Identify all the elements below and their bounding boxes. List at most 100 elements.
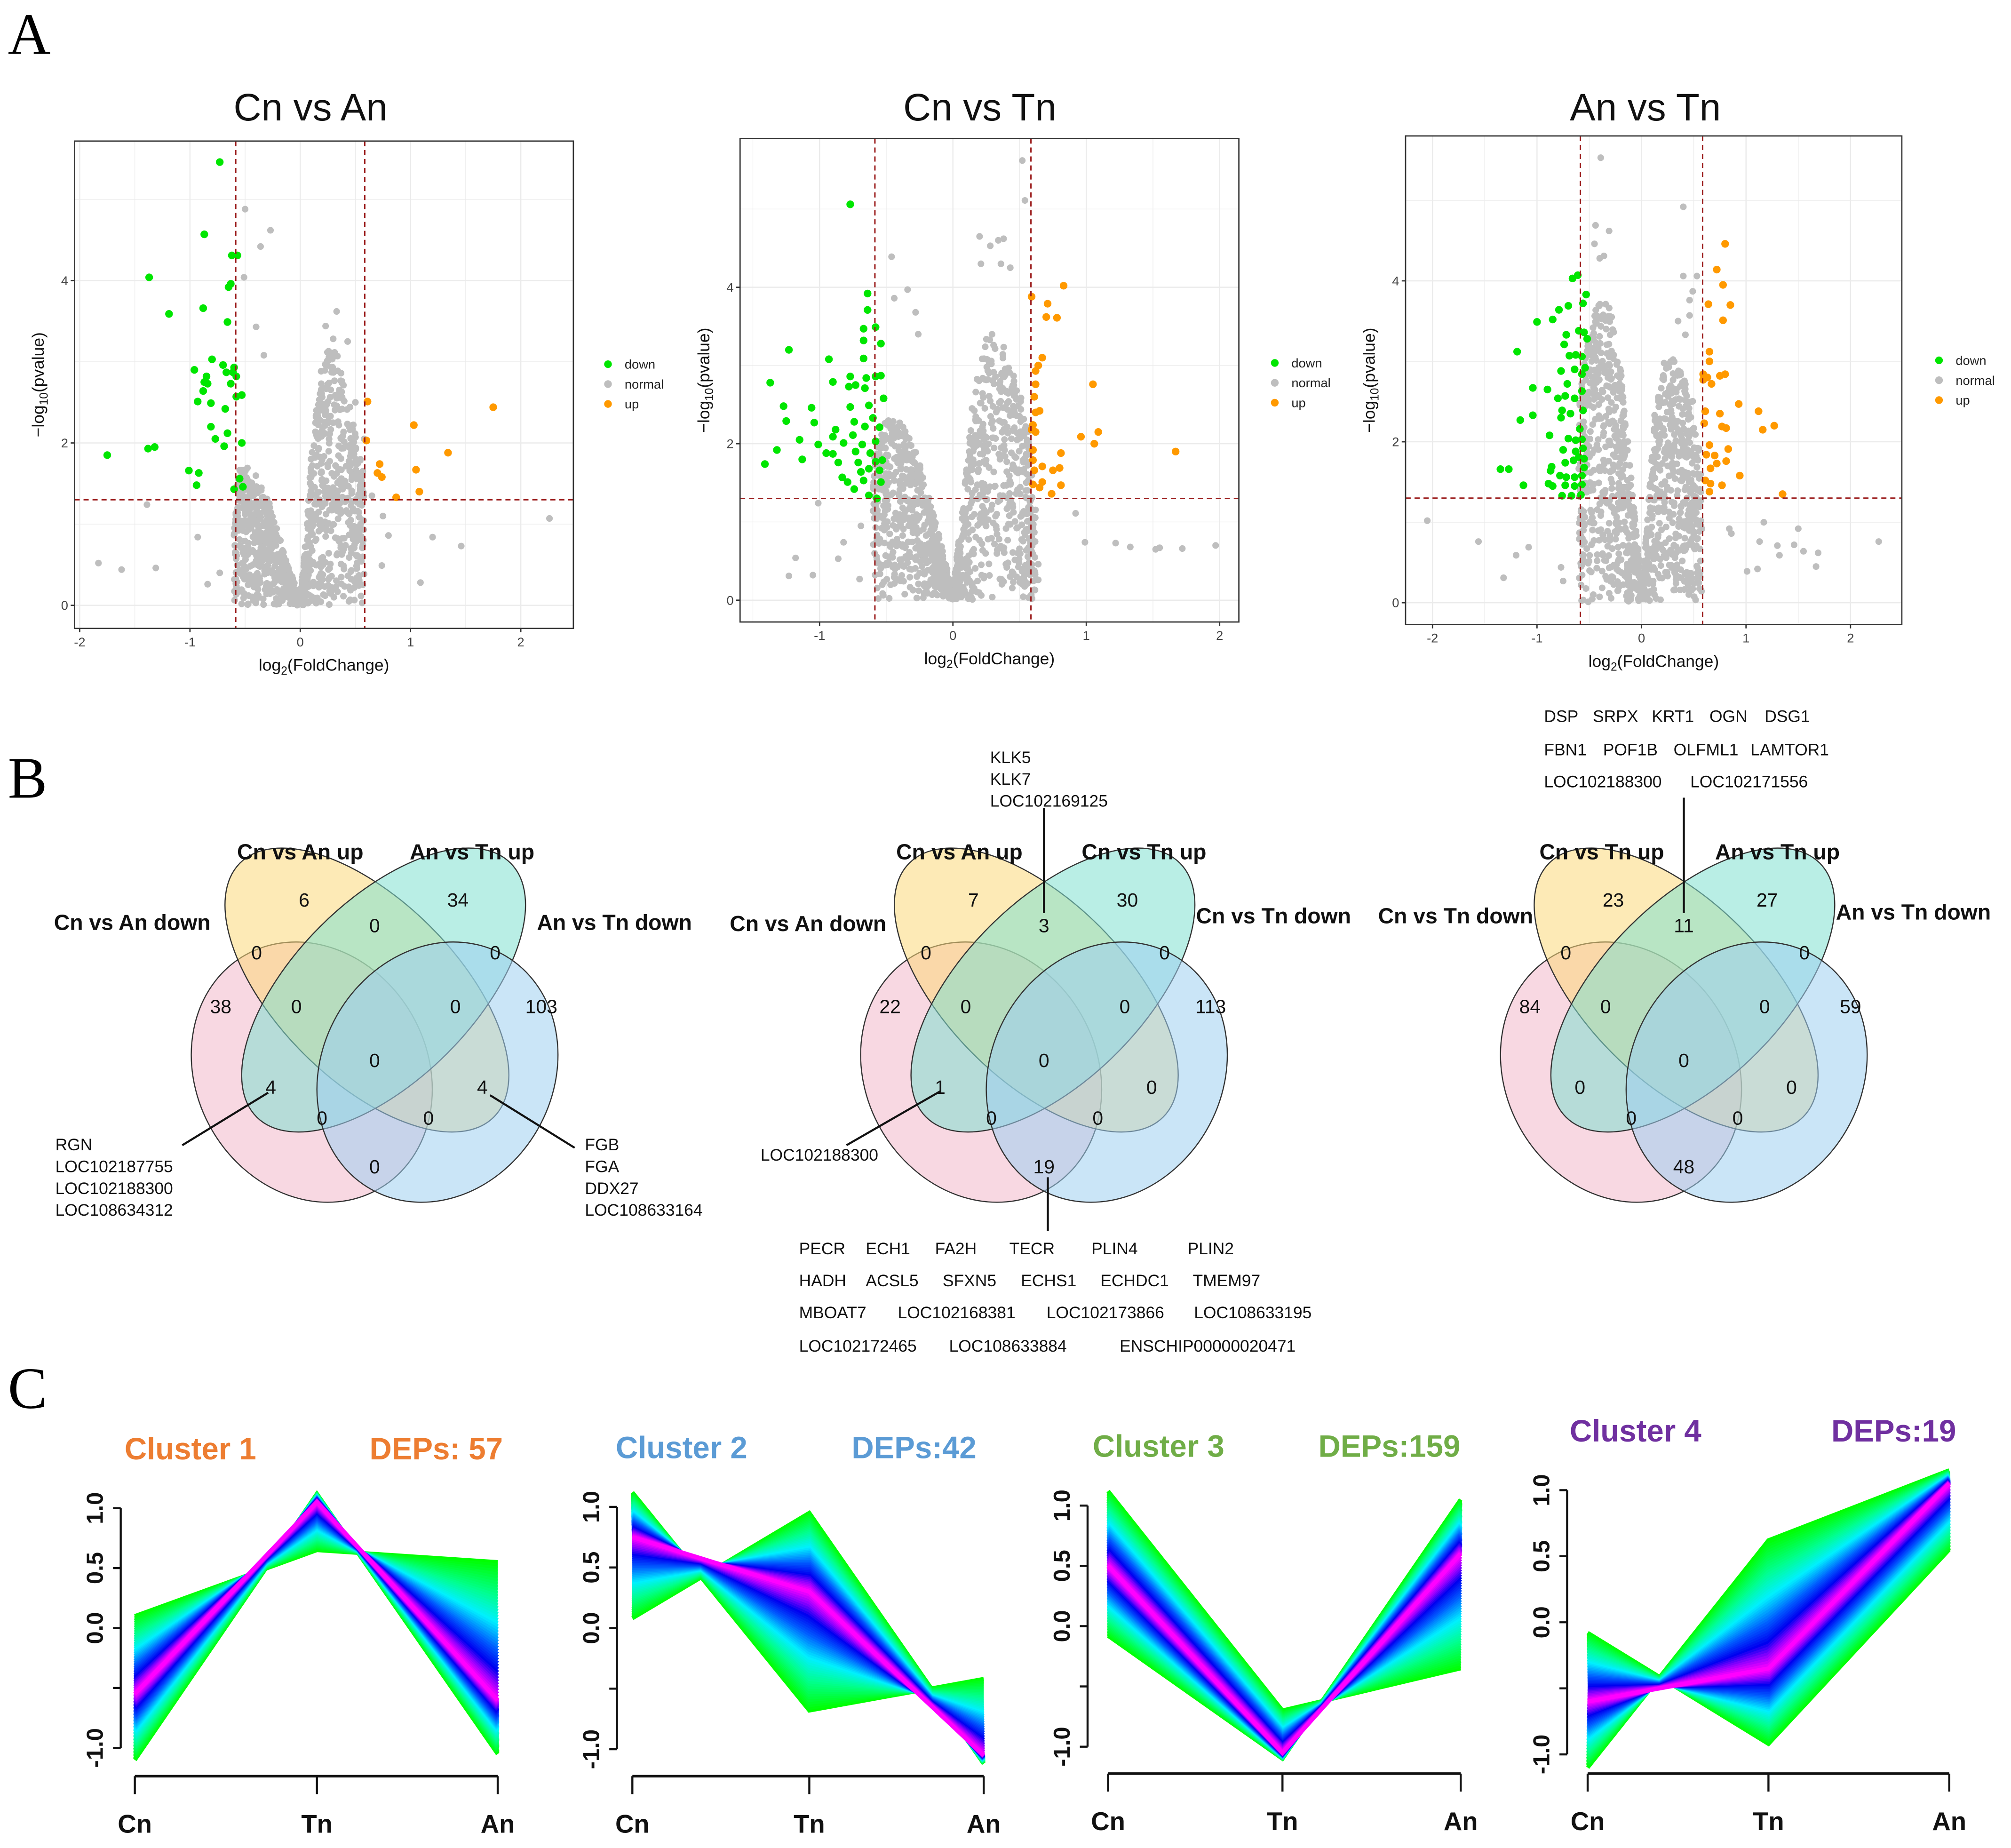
point-normal (969, 497, 976, 504)
venn-region-count: 0 (1146, 1076, 1157, 1098)
point-normal (118, 566, 125, 573)
venn-region-count: 103 (525, 996, 557, 1017)
x-tick-label: An (1444, 1807, 1478, 1836)
point-normal (278, 597, 286, 604)
point-normal (978, 592, 985, 599)
point-normal (341, 438, 348, 446)
point-normal (1756, 538, 1763, 545)
point-down (862, 374, 870, 382)
x-tick-label: Cn (1091, 1807, 1125, 1836)
legend-marker-normal (604, 380, 612, 388)
point-down (194, 398, 202, 406)
plot-border (74, 140, 574, 629)
point-normal (270, 542, 277, 549)
point-normal (315, 580, 323, 587)
legend-label-down: down (625, 357, 655, 372)
point-normal (1599, 550, 1606, 557)
point-up (1094, 428, 1102, 436)
point-normal (965, 529, 972, 536)
point-normal (986, 392, 993, 400)
point-normal (1614, 587, 1622, 594)
point-normal (977, 450, 984, 458)
point-down (215, 158, 224, 166)
venn-region-count: 0 (1786, 1076, 1797, 1098)
y-axis-label-part: −log (694, 401, 713, 433)
point-normal (417, 579, 424, 586)
cluster-profiles (133, 1490, 500, 1761)
point-up (1779, 490, 1787, 498)
point-normal (1693, 574, 1701, 581)
point-normal (1685, 410, 1692, 417)
y-axis-label-part: −log (1360, 401, 1379, 433)
point-normal (1614, 578, 1621, 585)
point-normal (1656, 466, 1663, 473)
point-normal (306, 520, 313, 527)
point-normal (1659, 574, 1666, 581)
point-normal (348, 550, 355, 557)
point-normal (1659, 460, 1666, 467)
panel-label-b: B (8, 746, 48, 811)
point-normal (251, 512, 258, 519)
gene-label: OLFML1 (1674, 741, 1739, 759)
point-normal (329, 419, 337, 426)
point-normal (1016, 447, 1023, 455)
points (1424, 154, 1882, 605)
point-up (1059, 282, 1068, 290)
point-normal (886, 530, 893, 537)
point-normal (890, 489, 897, 496)
venn-set-label: Cn vs Tn up (1539, 839, 1664, 864)
venn-region-count: 0 (1120, 996, 1130, 1017)
point-normal (1677, 574, 1685, 581)
point-normal (326, 435, 333, 443)
point-down (1580, 463, 1588, 471)
point-down (219, 361, 227, 369)
point-normal (908, 466, 915, 473)
point-normal (1687, 476, 1694, 484)
point-normal (241, 509, 249, 516)
point-normal (978, 260, 985, 267)
point-normal (882, 420, 889, 427)
point-normal (897, 498, 904, 505)
point-normal (337, 542, 344, 549)
point-down (880, 394, 888, 402)
point-normal (958, 556, 965, 563)
point-normal (1676, 403, 1683, 410)
point-normal (1614, 358, 1621, 366)
point-normal (268, 518, 275, 525)
point-normal (338, 551, 345, 558)
point-normal (990, 380, 998, 387)
point-down (1557, 367, 1565, 375)
point-down (220, 442, 228, 450)
point-normal (1008, 435, 1015, 442)
point-up (1713, 265, 1721, 274)
point-normal (1655, 403, 1662, 410)
point-up (364, 398, 372, 406)
venn-region-count: 113 (1195, 996, 1226, 1017)
point-normal (969, 405, 976, 412)
point-normal (1596, 537, 1603, 544)
point-normal (1668, 426, 1675, 433)
point-normal (262, 583, 270, 590)
point-normal (876, 570, 883, 577)
venn-region-count: 84 (1519, 996, 1541, 1017)
point-normal (1613, 513, 1620, 521)
point-normal (1677, 509, 1684, 517)
point-normal (1032, 506, 1039, 513)
point-up (1705, 441, 1714, 449)
gene-label: ECH1 (866, 1239, 910, 1258)
point-normal (1016, 545, 1023, 552)
point-normal (231, 576, 238, 583)
gene-label: DSP (1544, 707, 1578, 726)
point-normal (1606, 313, 1614, 320)
venn-set-label: Cn vs An down (54, 910, 211, 934)
point-normal (343, 406, 350, 413)
y-tick-label: 0.0 (1529, 1606, 1554, 1638)
point-normal (965, 536, 972, 543)
point-normal (255, 594, 262, 601)
point-normal (1695, 445, 1702, 452)
point-normal (1611, 407, 1618, 414)
point-normal (1642, 539, 1649, 546)
venn-region-count: 0 (1799, 942, 1810, 964)
